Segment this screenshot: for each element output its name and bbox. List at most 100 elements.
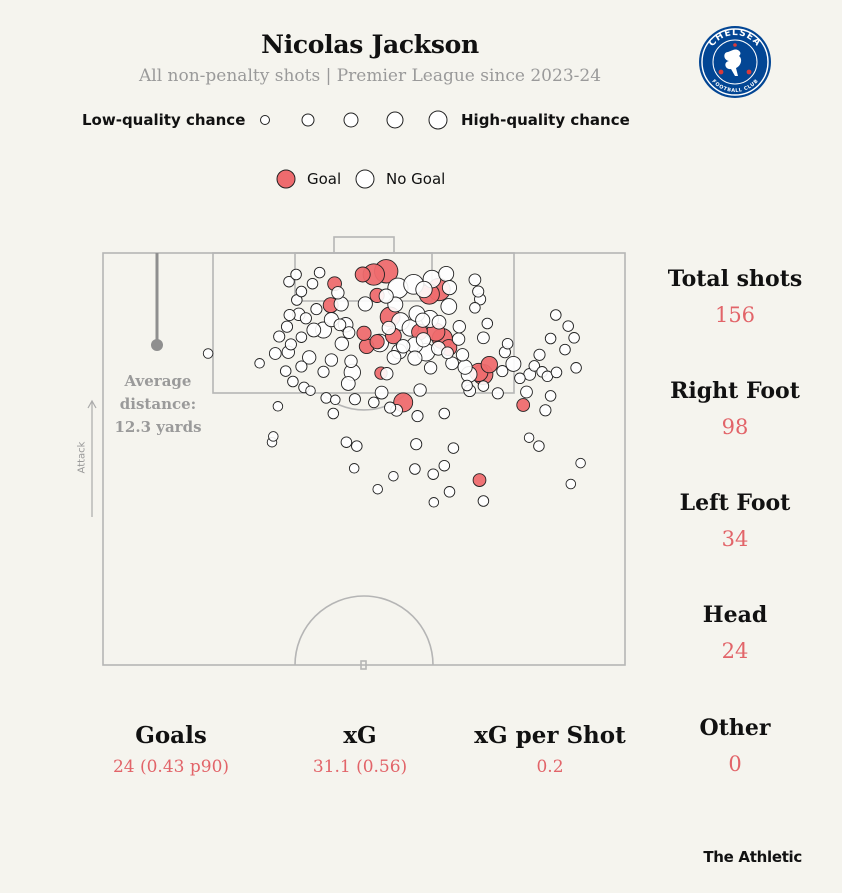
shot-no-goal (283, 275, 295, 288)
shot-no-goal (570, 362, 582, 374)
quality-legend-circle-2 (301, 113, 315, 127)
shot-no-goal (410, 438, 423, 451)
other-label: Other (699, 715, 771, 741)
shot-no-goal (544, 390, 557, 402)
shot-no-goal (327, 407, 340, 420)
chart-title: Nicolas Jackson (261, 30, 479, 59)
shot-no-goal (272, 401, 284, 412)
shot-no-goal (438, 407, 451, 420)
shot-no-goal (340, 436, 353, 448)
shot-no-goal (514, 372, 526, 385)
shot-no-goal (348, 393, 361, 406)
goal-legend-label: Goal (307, 170, 342, 188)
shot-no-goal (351, 440, 363, 452)
shot-no-goal (268, 347, 282, 360)
no-goal-legend-circle (355, 169, 375, 189)
shot-goal (472, 473, 487, 487)
shot-no-goal (562, 320, 574, 332)
shot-no-goal (443, 486, 456, 498)
shot-no-goal (496, 365, 509, 378)
shot-goal (369, 334, 385, 350)
shot-no-goal (295, 285, 308, 298)
shot-no-goal (305, 385, 316, 396)
chart-subtitle: All non-penalty shots | Premier League s… (138, 66, 602, 86)
shot-no-goal (431, 314, 447, 330)
shot-no-goal (324, 353, 339, 367)
left-foot-label: Left Foot (679, 490, 791, 516)
high-quality-label: High-quality chance (461, 111, 630, 129)
shot-no-goal (411, 410, 424, 423)
shot-no-goal (295, 331, 308, 343)
shot-no-goal (331, 286, 345, 300)
shot-no-goal (501, 337, 514, 350)
goal-legend-circle (276, 169, 296, 189)
no-goal-legend-label: No Goal (386, 170, 446, 188)
xg-value: 31.1 (0.56) (312, 757, 408, 777)
shot-no-goal (268, 431, 279, 442)
shot-no-goal (423, 361, 438, 375)
shot-no-goal (409, 463, 421, 475)
shot-no-goal (348, 463, 360, 474)
shot-no-goal (279, 365, 292, 377)
shot-no-goal (438, 459, 451, 472)
shot-no-goal (407, 350, 423, 366)
total-shots-value: 156 (714, 303, 756, 327)
shot-goal (516, 398, 531, 412)
shot-no-goal (533, 440, 545, 452)
shot-no-goal (413, 383, 427, 397)
shot-no-goal (477, 495, 490, 507)
average-distance-text: Average distance: 12.3 yards (108, 370, 208, 439)
shot-no-goal (559, 343, 571, 356)
shot-no-goal (254, 358, 265, 369)
goal (333, 236, 395, 254)
shot-no-goal (415, 332, 431, 348)
shot-no-goal (302, 350, 317, 365)
head-value: 24 (721, 639, 749, 663)
center-circle-arc (294, 595, 434, 666)
shot-no-goal (357, 296, 373, 312)
shot-goal (356, 325, 372, 341)
average-distance-line1: Average (124, 372, 192, 390)
shot-no-goal (342, 326, 356, 339)
shot-no-goal (384, 401, 397, 414)
shot-no-goal (491, 387, 504, 400)
shot-no-goal (320, 392, 332, 404)
shot-no-goal (386, 350, 402, 365)
quality-legend-circle-5 (428, 110, 448, 130)
center-spot (360, 660, 367, 670)
shot-no-goal (378, 288, 394, 304)
shot-no-goal (472, 285, 485, 298)
shot-no-goal (477, 331, 490, 345)
shot-no-goal (457, 359, 473, 375)
shot-no-goal (533, 348, 546, 361)
quality-legend-circle-1 (260, 115, 270, 125)
shots-layer (202, 259, 586, 508)
shot-no-goal (544, 332, 557, 345)
shot-no-goal (374, 385, 389, 400)
xg-per-shot-label: xG per Shot (474, 722, 626, 749)
shot-no-goal (452, 320, 466, 334)
shot-no-goal (539, 404, 552, 417)
shot-no-goal (344, 354, 358, 368)
shot-no-goal (202, 348, 214, 359)
shot-no-goal (306, 322, 322, 338)
shot-no-goal (299, 312, 312, 325)
shot-no-goal (290, 268, 302, 281)
quality-legend-circles (260, 110, 448, 130)
shot-no-goal (468, 273, 482, 287)
chelsea-crest-icon: CHELSEA FOOTBALL CLUB (699, 26, 771, 98)
quality-legend-circle-3 (343, 112, 359, 128)
shot-no-goal (441, 280, 458, 296)
shot-no-goal (481, 317, 494, 330)
goals-label: Goals (135, 722, 207, 749)
shot-no-goal (520, 385, 533, 399)
shot-no-goal (550, 309, 562, 321)
shot-no-goal (334, 336, 349, 351)
shot-no-goal (330, 394, 341, 406)
shot-no-goal (523, 432, 535, 443)
shot-no-goal (528, 360, 541, 372)
quality-legend-circle-4 (386, 111, 404, 129)
average-distance-line2: distance: (119, 395, 197, 413)
shot-no-goal (310, 303, 323, 316)
shot-no-goal (447, 442, 460, 454)
